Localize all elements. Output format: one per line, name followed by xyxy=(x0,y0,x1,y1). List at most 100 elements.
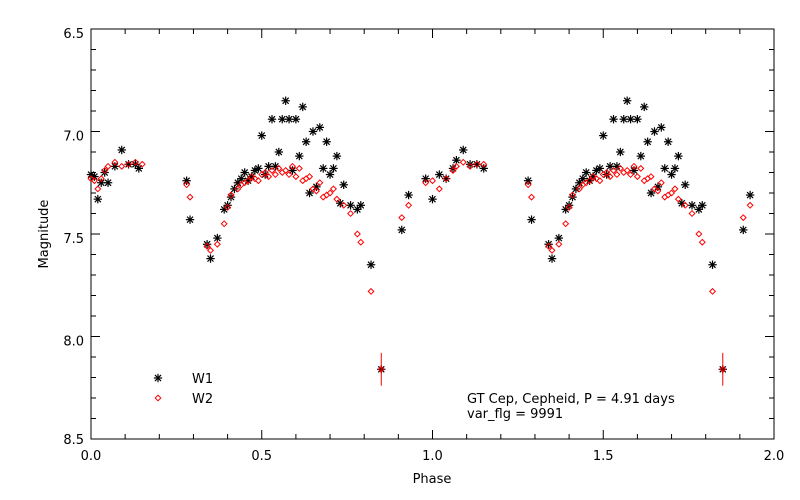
data-point-w1 xyxy=(257,131,266,140)
data-point-w1 xyxy=(435,170,444,179)
data-point-w2 xyxy=(739,214,747,222)
data-point-w1 xyxy=(609,115,618,124)
data-point-w1 xyxy=(206,254,215,263)
data-point-w2 xyxy=(405,201,413,209)
data-point-w1 xyxy=(305,188,314,198)
data-point-w1 xyxy=(674,151,683,161)
data-point-w1 xyxy=(554,233,564,243)
data-point-w1 xyxy=(322,137,331,146)
data-point-w1 xyxy=(254,164,263,173)
data-point-w1 xyxy=(240,168,249,177)
data-point-w1 xyxy=(660,164,669,173)
data-point-w2 xyxy=(688,209,696,218)
legend-label-w1: W1 xyxy=(192,372,213,387)
data-point-w1 xyxy=(626,115,635,124)
data-point-w1 xyxy=(346,201,355,210)
data-point-w1 xyxy=(182,176,191,185)
data-point-w2 xyxy=(306,173,314,181)
data-point-w2 xyxy=(357,238,365,246)
data-point-w1 xyxy=(421,174,430,183)
data-point-w1 xyxy=(308,127,318,136)
data-point-w1 xyxy=(315,123,325,132)
data-point-w2 xyxy=(637,164,645,172)
data-point-w2 xyxy=(285,171,293,179)
data-point-w2 xyxy=(545,242,553,250)
data-point-w2 xyxy=(606,173,614,181)
data-point-w1 xyxy=(745,190,755,200)
data-point-w2 xyxy=(422,179,430,187)
data-point-w2 xyxy=(186,193,194,201)
data-point-w2 xyxy=(592,175,600,183)
data-point-w1 xyxy=(568,192,577,202)
data-point-w2 xyxy=(97,175,105,183)
data-point-w1 xyxy=(547,254,557,263)
data-point-w2 xyxy=(261,168,269,177)
data-point-w1 xyxy=(339,180,348,189)
data-point-w1 xyxy=(581,168,591,177)
data-point-w2 xyxy=(466,162,474,170)
data-point-w2 xyxy=(234,185,242,193)
data-point-w2 xyxy=(589,173,597,181)
x-tick-label: 2.0 xyxy=(764,449,785,464)
data-point-w1 xyxy=(667,170,676,179)
data-point-w2 xyxy=(698,238,706,246)
data-point-w2 xyxy=(633,173,641,181)
data-point-w2 xyxy=(452,162,460,170)
x-tick-label: 0.5 xyxy=(251,449,272,464)
data-point-w1 xyxy=(223,201,232,210)
data-point-w2 xyxy=(213,240,221,248)
data-point-w2 xyxy=(203,242,211,250)
annotation-line-1: GT Cep, Cepheid, P = 4.91 days xyxy=(467,392,675,407)
data-point-w1 xyxy=(281,96,290,105)
data-point-w2 xyxy=(326,189,334,197)
data-point-w2 xyxy=(630,162,638,170)
data-point-w2 xyxy=(528,193,536,201)
data-point-w2 xyxy=(268,166,276,174)
data-point-w2 xyxy=(565,203,573,211)
legend: W1 W2 xyxy=(153,372,213,407)
data-point-w1 xyxy=(319,164,328,173)
data-point-w2 xyxy=(442,175,450,183)
data-point-w2 xyxy=(449,166,457,174)
data-point-w1 xyxy=(110,162,120,171)
data-point-w2 xyxy=(244,177,252,185)
data-point-w2 xyxy=(668,189,676,197)
data-point-w2 xyxy=(333,195,341,203)
data-point-w1 xyxy=(459,145,468,155)
data-point-w1 xyxy=(670,164,680,173)
data-point-w2 xyxy=(288,162,296,170)
data-point-w1 xyxy=(708,260,717,269)
data-point-w1 xyxy=(202,240,212,249)
data-point-w2 xyxy=(524,181,532,189)
data-point-w2 xyxy=(154,394,162,402)
x-tick-label: 1.5 xyxy=(593,449,614,464)
data-point-w2 xyxy=(207,246,215,254)
data-point-w2 xyxy=(473,160,481,168)
y-tick-label: 8.0 xyxy=(63,335,84,350)
data-point-w1 xyxy=(544,240,553,249)
data-point-w1 xyxy=(185,215,195,224)
data-point-w1 xyxy=(599,131,608,140)
data-point-w2 xyxy=(681,201,689,209)
data-point-w1 xyxy=(646,188,656,198)
data-point-w2 xyxy=(138,160,146,168)
data-point-w1 xyxy=(619,115,628,124)
data-point-w1 xyxy=(100,168,109,177)
data-point-w2 xyxy=(353,230,361,238)
data-point-w1 xyxy=(93,194,103,204)
data-point-w2 xyxy=(227,191,235,199)
data-point-w2 xyxy=(340,201,348,209)
data-point-w2 xyxy=(224,203,232,211)
data-points xyxy=(86,96,755,386)
data-point-w1 xyxy=(616,147,625,157)
data-point-w1 xyxy=(134,164,144,173)
data-point-w2 xyxy=(220,220,228,228)
data-point-w2 xyxy=(548,246,556,254)
data-point-w2 xyxy=(674,195,682,203)
data-point-w2 xyxy=(650,185,658,193)
legend-label-w2: W2 xyxy=(192,392,213,407)
data-point-w1 xyxy=(687,201,697,210)
data-point-w2 xyxy=(275,164,283,172)
